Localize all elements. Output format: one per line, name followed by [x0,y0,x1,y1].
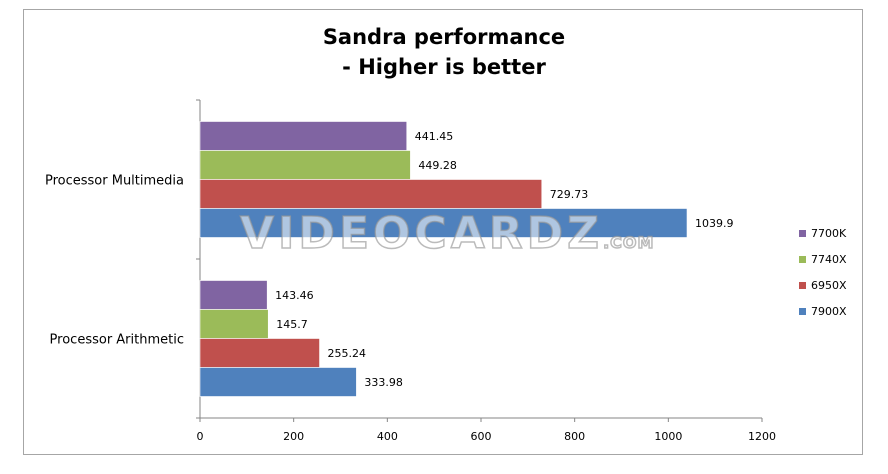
bar [199,121,408,151]
legend-item: 7740X [799,246,847,272]
data-label: 143.46 [275,289,314,302]
chart-subtitle: - Higher is better [342,55,546,79]
category-label: Processor Arithmetic [50,333,184,348]
legend-label: 7900X [811,304,847,318]
x-tick-label: 1000 [654,430,682,443]
legend-swatch [799,255,806,263]
legend-label: 7740X [811,252,847,266]
bar [199,309,269,339]
x-tick-label: 800 [564,430,585,443]
data-label: 145.7 [276,318,308,331]
bar [199,179,543,209]
x-tick-label: 1200 [748,430,776,443]
bar [199,150,411,180]
data-label: 333.98 [364,376,403,389]
data-label: 729.73 [550,188,589,201]
x-tick-label: 600 [471,430,492,443]
legend: 7700K 7740X 6950X 7900X [799,220,847,324]
legend-swatch [799,281,806,289]
chart-title: Sandra performance [322,25,566,49]
data-label: 441.45 [415,130,454,143]
bar [199,338,320,368]
legend-label: 6950X [811,278,847,292]
x-tick-label: 400 [377,430,398,443]
chart-title-block: Sandra performance - Higher is better [0,22,888,82]
category-label: Processor Multimedia [45,174,184,189]
bar [199,208,688,238]
data-label: 449.28 [418,159,457,172]
legend-label: 7700K [811,226,847,240]
bar [199,280,268,310]
x-tick-label: 200 [283,430,304,443]
data-label: 255.24 [328,347,367,360]
x-tick-label: 0 [197,430,204,443]
legend-swatch [799,307,806,315]
bar [199,367,357,397]
legend-item: 6950X [799,272,847,298]
legend-item: 7900X [799,298,847,324]
legend-swatch [799,229,806,237]
legend-item: 7700K [799,220,847,246]
data-label: 1039.9 [695,217,734,230]
